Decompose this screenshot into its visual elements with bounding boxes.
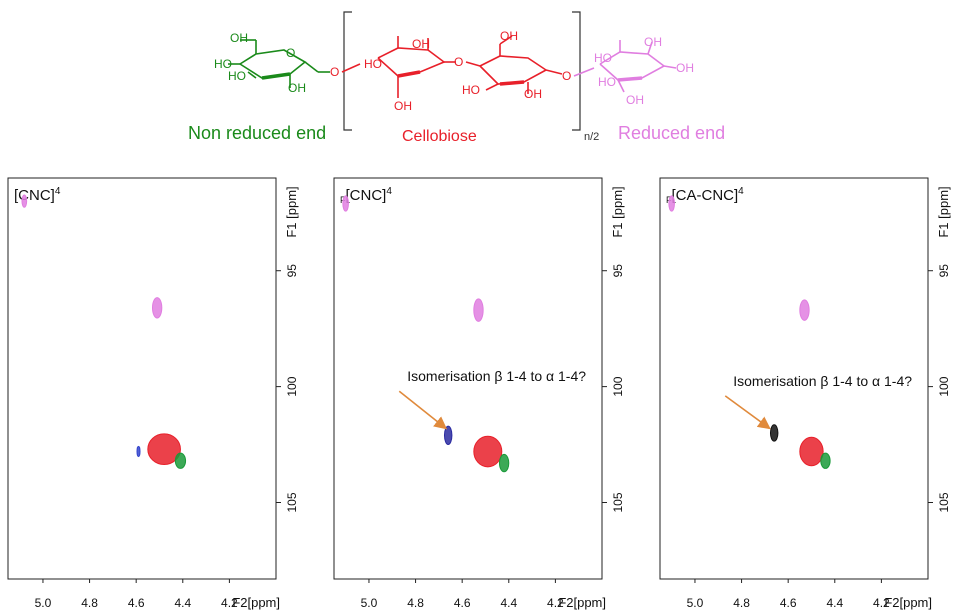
y-tick-label: 105 — [285, 492, 299, 512]
cellobiose-label: Cellobiose — [402, 128, 477, 145]
x-tick-label: 5.0 — [361, 596, 378, 610]
y-axis-label: F1 [ppm] — [610, 186, 625, 237]
nmr-peak — [136, 445, 141, 458]
re-oh-1: OH — [644, 35, 662, 49]
x-axis-label: F2[ppm] — [232, 595, 280, 610]
nr-oh-top: OH — [230, 31, 248, 45]
y-tick-label: 105 — [937, 492, 951, 512]
re-oh-2: OH — [676, 61, 694, 75]
nr-ho-left: HO — [214, 57, 232, 71]
x-tick-label: 4.4 — [174, 596, 191, 610]
y-tick-label: 95 — [285, 264, 299, 278]
re-ho-2: HO — [598, 75, 616, 89]
annotation-arrow — [724, 395, 771, 430]
link-o-1: O — [330, 65, 339, 79]
y-tick-label: 100 — [937, 376, 951, 396]
nmr-peak — [820, 452, 831, 469]
cb-ho-2: HO — [462, 83, 480, 97]
nmr-peak — [769, 424, 779, 442]
cellulose-structure-scheme: OH HO HO OH O O HO OH OH O OH HO OH O — [188, 11, 725, 145]
nr-ring-o: O — [286, 46, 295, 60]
non-reduced-ring — [228, 39, 330, 88]
cb-ho-1: HO — [364, 57, 382, 71]
plot-frame — [659, 177, 929, 580]
repeat-bracket-right — [572, 11, 581, 131]
panel-label: [CNC]4 — [14, 186, 61, 204]
reduced-ring — [573, 40, 677, 93]
nmr-peak — [498, 453, 510, 473]
x-axis-label: F2[ppm] — [558, 595, 606, 610]
panel-2: F[CNC]4F1 [ppm]951001055.04.84.64.44.2F2… — [333, 177, 625, 610]
y-tick-label: 95 — [611, 264, 625, 278]
x-tick-label: 4.6 — [780, 596, 797, 610]
nmr-peak — [473, 435, 503, 468]
y-axis-label: F1 [ppm] — [284, 186, 299, 237]
y-tick-label: 100 — [285, 376, 299, 396]
nr-ho-left2: HO — [228, 69, 246, 83]
cb-oh-4: OH — [524, 87, 542, 101]
cellobiose-rings — [341, 35, 563, 98]
isomerisation-annotation: Isomerisation β 1-4 to α 1-4? — [733, 373, 912, 389]
nmr-peak — [473, 298, 484, 322]
reduced-end-label: Reduced end — [618, 123, 725, 143]
nmr-peak — [342, 195, 349, 212]
x-tick-label: 4.4 — [500, 596, 517, 610]
repeat-subscript: n/2 — [584, 131, 599, 143]
nmr-peak — [151, 297, 163, 319]
panel-label: F[CA-CNC]4 — [666, 186, 744, 205]
cb-oh-2: OH — [394, 99, 412, 113]
x-tick-label: 4.8 — [81, 596, 98, 610]
x-tick-label: 4.8 — [733, 596, 750, 610]
x-tick-label: 4.4 — [826, 596, 843, 610]
y-tick-label: 100 — [611, 376, 625, 396]
nmr-peak — [799, 436, 824, 467]
nmr-peak — [147, 433, 181, 465]
y-axis-label: F1 [ppm] — [936, 186, 951, 237]
x-tick-label: 5.0 — [687, 596, 704, 610]
nmr-peak — [443, 425, 453, 445]
panel-3: F[CA-CNC]4 F1 [ppm] 95 100 105 5.0 4.8 4.6 4.4 4.… — [659, 177, 951, 610]
nmr-peak — [21, 194, 28, 208]
annotation-arrow — [398, 390, 448, 430]
re-ho: HO — [594, 51, 612, 65]
non-reduced-end-label: Non reduced end — [188, 123, 326, 143]
y-tick-label: 105 — [611, 492, 625, 512]
nr-oh-bottom: OH — [288, 81, 306, 95]
cb-oh-3: OH — [500, 29, 518, 43]
x-tick-label: 4.2 — [873, 596, 890, 610]
panel-1: [CNC]4 F1 [ppm] 95 100 105 5.0 4.8 4.6 4.4 4.2F2[… — [7, 177, 299, 610]
plot-frame — [7, 177, 277, 580]
x-tick-label: 4.2 — [221, 596, 238, 610]
x-tick-label: 4.2 — [547, 596, 564, 610]
plot-frame — [333, 177, 603, 580]
nmr-peak — [174, 452, 187, 469]
cb-oh-1: OH — [412, 37, 430, 51]
re-oh-3: OH — [626, 93, 644, 107]
x-tick-label: 4.6 — [128, 596, 145, 610]
link-o-2: O — [562, 69, 571, 83]
x-axis-label: F2[ppm] — [884, 595, 932, 610]
nmr-peak — [799, 299, 810, 321]
x-tick-label: 4.8 — [407, 596, 424, 610]
x-tick-label: 4.6 — [454, 596, 471, 610]
y-tick-label: 95 — [937, 264, 951, 278]
cb-o-link: O — [454, 55, 463, 69]
nmr-peak — [668, 195, 675, 212]
isomerisation-annotation: Isomerisation β 1-4 to α 1-4? — [407, 368, 586, 384]
x-tick-label: 5.0 — [35, 596, 52, 610]
